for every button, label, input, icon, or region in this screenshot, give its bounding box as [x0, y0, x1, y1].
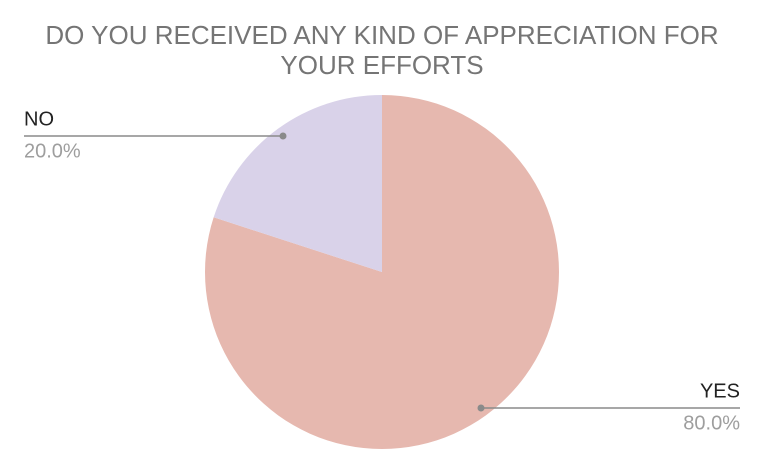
slice-label: YES: [700, 380, 740, 402]
leader-dot: [279, 132, 287, 140]
chart-title: DO YOU RECEIVED ANY KIND OF APPRECIATION…: [45, 20, 719, 80]
slice-value-label: 80.0%: [683, 412, 740, 434]
slice-value-label: 20.0%: [24, 140, 81, 162]
slice-label: NO: [24, 108, 54, 130]
leader-dot: [477, 404, 485, 412]
pie-slice: [213, 95, 382, 272]
